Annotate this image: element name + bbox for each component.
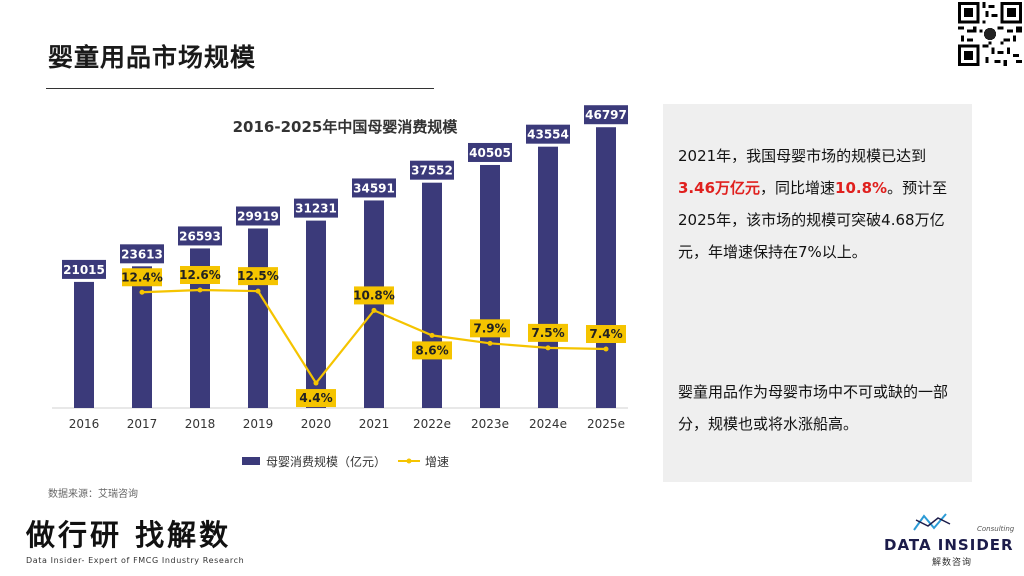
bar-2016 [74,281,94,408]
growth-value-label-2025e: 7.4% [589,327,622,341]
bar-label-box-2018 [178,226,222,246]
bar-value-label-2022e: 37552 [411,164,453,178]
growth-point-2022e [429,332,435,338]
bar-label-box-2022e [410,160,454,180]
summary-highlight-scale: 3.46万亿元 [678,179,761,197]
growth-value-label-2017: 12.4% [121,270,163,284]
bar-label-box-2020 [294,198,338,218]
bar-value-labels: 21015 23613 26593 29919 31231 34591 37552 40505… [62,105,628,279]
growth-value-label-2018: 12.6% [179,268,221,282]
x-tick-2019: 2019 [243,417,274,431]
growth-label-box-2025e [586,325,626,344]
logo-consulting-text: Consulting [977,525,1015,533]
bar-value-label-2016: 21015 [63,263,105,277]
chart-title: 2016-2025年中国母婴消费规模 [233,118,459,136]
growth-point-2020 [313,380,319,386]
bar-value-label-2024e: 43554 [527,128,569,142]
summary-text-b: ，同比增速 [760,179,836,197]
summary-highlight-growth: 10.8% [835,179,888,197]
growth-point-2025e [603,346,609,352]
legend-swatch-bar [242,457,260,465]
growth-label-box-2024e [528,323,568,342]
x-tick-2025e: 2025e [587,417,625,431]
x-tick-2020: 2020 [301,417,332,431]
data-insider-logo: Consulting DATA INSIDER 解数咨询 [880,510,1020,572]
growth-point-2024e [545,345,551,351]
growth-value-labels: 12.4% 12.6% 12.5% 4.4% 10.8% 8.6% 7.9% 7.5% 7.4% [121,265,626,408]
bar-value-label-2020: 31231 [295,202,337,216]
qr-code-icon [958,2,1022,66]
brand-slogan: 做行研 找解数 Data Insider- Expert of FMCG Ind… [26,512,244,565]
bar-2018 [190,248,210,408]
growth-value-label-2020: 4.4% [299,391,332,405]
growth-point-2017 [139,289,145,295]
bar-value-label-2019: 29919 [237,209,279,223]
bar-label-box-2023e [468,142,512,162]
summary-text-a: 2021年，我国母婴市场的规模已达到 [678,147,927,165]
growth-point-2023e [487,340,493,346]
bar-2020 [306,220,326,408]
growth-value-label-2021: 10.8% [353,288,395,302]
growth-value-label-2023e: 7.9% [473,321,506,335]
consumption-chart: 2016-2025年中国母婴消费规模 21015 23613 26593 29919 3… [52,105,628,469]
legend-label-bar: 母婴消费规模（亿元） [266,454,386,469]
x-tick-2022e: 2022e [413,417,451,431]
bar-2023e [480,164,500,408]
title-divider [46,88,434,89]
data-insider-mark-icon [913,513,951,531]
growth-label-box-2022e [412,341,452,360]
logo-name-text: DATA INSIDER [884,536,1014,554]
growth-value-label-2024e: 7.5% [531,326,564,340]
summary-panel: 2021年，我国母婴市场的规模已达到 3.46万亿元，同比增速10.8%。预计至2… [663,104,972,482]
x-tick-2018: 2018 [185,417,216,431]
bar-label-box-2019 [236,206,280,226]
bar-label-box-2016 [62,259,106,279]
legend-label-line: 增速 [425,455,449,469]
logo-cn-text: 解数咨询 [932,558,973,568]
bar-label-box-2021 [352,178,396,198]
x-tick-labels: 2016 2017 2018 2019 2020 2021 2022e 2023e 2024e 2… [69,417,625,431]
bar-2022e [422,182,442,408]
growth-label-box-2019 [238,267,278,286]
summary-text-c: 。预计至2025年，该市场的规模可突破4.68万亿元，年增速保持在7%以上。 [678,179,948,261]
growth-value-label-2022e: 8.6% [415,343,448,357]
brand-slogan-en: Data Insider- Expert of FMCG Industry Re… [26,556,245,565]
bar-label-box-2017 [120,244,164,264]
summary-paragraph-2: 婴童用品作为母婴市场中不可或缺的一部分，规模也或将水涨船高。 [678,383,949,433]
growth-label-box-2023e [470,319,510,338]
growth-point-2019 [255,288,261,294]
x-tick-2017: 2017 [127,417,158,431]
bar-value-label-2021: 34591 [353,181,395,195]
page-title: 婴童用品市场规模 [48,43,257,72]
growth-label-box-2017 [122,268,162,287]
growth-point-2018 [197,287,203,293]
bar-2024e [538,146,558,408]
growth-label-box-2021 [354,286,394,305]
bar-value-label-2018: 26593 [179,229,221,243]
bar-value-label-2023e: 40505 [469,146,511,160]
bar-value-label-2017: 23613 [121,247,163,261]
bar-label-box-2025e [584,105,628,125]
growth-label-box-2018 [180,265,220,284]
x-tick-2016: 2016 [69,417,100,431]
bar-series [74,127,616,408]
bar-label-box-2024e [526,124,570,144]
brand-slogan-cn: 做行研 找解数 [26,518,232,552]
bar-value-label-2025e: 46797 [585,108,627,122]
x-tick-2023e: 2023e [471,417,509,431]
summary-paragraph-1: 2021年，我国母婴市场的规模已达到 3.46万亿元，同比增速10.8%。预计至2… [678,140,963,268]
bar-2025e [596,127,616,408]
chart-legend: 母婴消费规模（亿元） 增速 [242,454,449,469]
growth-point-2021 [371,307,377,313]
bar-2019 [248,228,268,408]
legend-swatch-dot [406,458,412,464]
growth-label-box-2020 [296,389,336,408]
x-tick-2021: 2021 [359,417,390,431]
growth-value-label-2019: 12.5% [237,269,279,283]
bar-2017 [132,266,152,408]
x-tick-2024e: 2024e [529,417,567,431]
data-source-note: 数据来源：艾瑞咨询 [48,489,138,500]
growth-line-series [139,287,609,386]
